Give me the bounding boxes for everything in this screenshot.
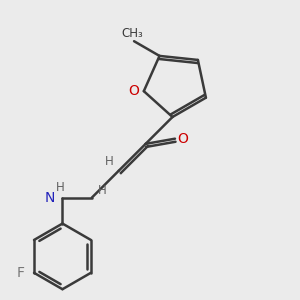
Text: F: F	[17, 266, 25, 280]
Text: N: N	[44, 190, 55, 205]
Text: O: O	[129, 84, 140, 98]
Text: CH₃: CH₃	[122, 27, 143, 40]
Text: O: O	[177, 132, 188, 146]
Text: H: H	[98, 184, 106, 197]
Text: H: H	[105, 154, 113, 168]
Text: H: H	[56, 182, 65, 194]
